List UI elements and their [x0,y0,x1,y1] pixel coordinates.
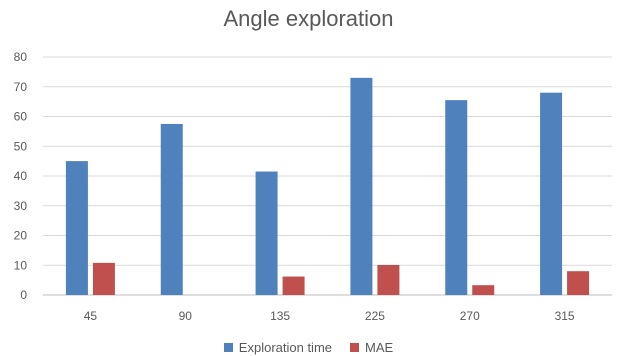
bar-mae-135 [282,276,305,295]
y-tick-label: 50 [14,139,28,153]
bar-exploration-time-225 [350,77,373,295]
bar-mae-315 [567,271,590,295]
x-tick-label: 135 [270,309,290,323]
bar-mae-225 [377,264,400,295]
legend-swatch-exploration-time [223,343,233,352]
y-axis-ticks: 0 10 20 30 40 50 60 70 80 [14,50,28,302]
legend: Exploration time MAE [0,340,617,355]
x-tick-label: 270 [460,309,480,323]
legend-label-exploration-time: Exploration time [238,340,333,355]
y-tick-label: 30 [14,199,28,213]
bar-exploration-time-90 [160,123,183,295]
y-tick-label: 40 [14,169,28,183]
y-tick-label: 0 [20,288,27,302]
y-tick-label: 10 [14,258,28,272]
x-tick-label: 225 [365,309,385,323]
y-tick-label: 70 [14,80,28,94]
legend-item-exploration-time: Exploration time [223,340,333,355]
bar-exploration-time-135 [255,171,278,295]
bars [65,77,590,295]
chart-title: Angle exploration [223,6,394,31]
bar-mae-45 [92,262,115,295]
y-tick-label: 20 [14,229,28,243]
x-tick-label: 315 [555,309,575,323]
bar-exploration-time-315 [540,92,563,295]
gridlines [43,56,612,296]
bar-exploration-time-45 [65,161,88,295]
x-tick-label: 90 [179,309,193,323]
legend-item-mae: MAE [350,340,393,355]
bar-exploration-time-270 [445,100,468,295]
legend-label-mae: MAE [365,340,394,355]
x-tick-label: 45 [84,309,98,323]
legend-swatch-mae [350,343,360,352]
x-axis-ticks: 45 90 135 225 270 315 [84,309,575,323]
y-tick-label: 60 [14,110,28,124]
y-tick-label: 80 [14,50,28,64]
bar-mae-270 [472,285,495,295]
